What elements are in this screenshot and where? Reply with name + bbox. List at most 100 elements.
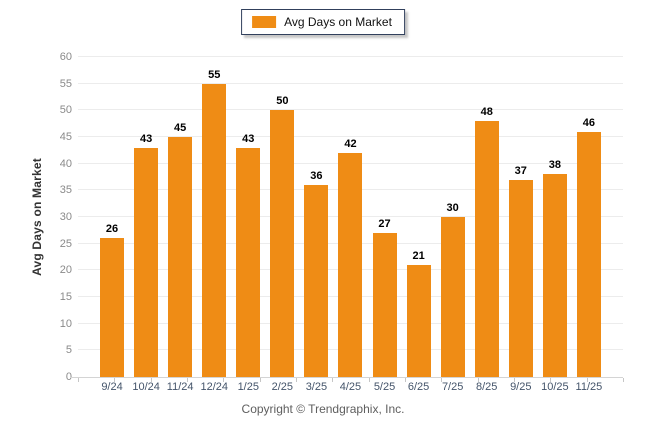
bar-cell: 45 — [163, 57, 197, 377]
x-tick-label: 4/25 — [339, 381, 362, 393]
bar-cell: 50 — [265, 57, 299, 377]
y-tick-label: 10 — [59, 317, 72, 330]
x-axis-tick — [259, 378, 261, 382]
x-tick-label: 1/25 — [237, 381, 259, 393]
bar-value-label: 30 — [446, 202, 459, 214]
y-tick-label: 20 — [59, 264, 72, 277]
bar-value-label: 46 — [582, 116, 596, 129]
y-tick-label: 60 — [59, 51, 72, 63]
bar — [134, 147, 159, 377]
gridline — [78, 136, 623, 137]
bar-value-label: 36 — [310, 170, 323, 182]
plot-area: 26 43 45 55 43 50 36 42 27 21 30 48 37 38 46 — [70, 56, 624, 382]
bar-value-label: 48 — [480, 106, 493, 118]
x-tick-label: 8/25 — [476, 381, 498, 393]
bar-cell: 55 — [197, 57, 231, 377]
x-tick-label: 10/24 — [132, 381, 160, 393]
x-axis-tick — [586, 378, 588, 382]
bar — [372, 233, 397, 377]
bar-cell: 43 — [231, 57, 265, 377]
bars-row: 26 43 45 55 43 50 36 42 27 21 30 48 37 38 46 — [78, 57, 623, 377]
bar — [406, 265, 431, 377]
y-tick-label: 40 — [59, 157, 72, 170]
bar-value-label: 37 — [514, 164, 527, 177]
bar-value-label: 45 — [174, 122, 187, 134]
gridline — [78, 82, 623, 84]
bar-cell: 42 — [333, 57, 367, 377]
y-tick-label: 0 — [65, 371, 72, 383]
bar — [270, 110, 295, 377]
y-tick-label: 5 — [65, 344, 72, 357]
x-axis-tick — [405, 378, 406, 382]
bar-cell: 26 — [95, 57, 129, 377]
x-axis-tick — [514, 378, 515, 382]
x-axis-tick — [477, 378, 479, 382]
y-tick-label: 35 — [59, 184, 72, 197]
bar — [304, 185, 329, 377]
legend-label: Avg Days on Market — [284, 15, 392, 29]
x-axis-tick — [441, 378, 443, 382]
bar — [168, 137, 193, 377]
legend: Avg Days on Market — [241, 9, 405, 35]
x-axis-tick — [78, 378, 79, 382]
bar-value-label: 43 — [242, 132, 255, 145]
y-tick-label: 45 — [59, 131, 72, 143]
bar-value-label: 43 — [139, 132, 153, 145]
x-tick-label: 7/25 — [441, 381, 464, 393]
gridline — [78, 56, 623, 57]
x-axis-tick — [368, 378, 370, 382]
bar-cell: 30 — [436, 57, 470, 377]
x-tick-label: 9/25 — [510, 381, 532, 393]
bar-value-label: 55 — [208, 68, 221, 81]
y-tick-label: 15 — [59, 291, 72, 303]
bar — [202, 83, 227, 377]
bar-cell: 27 — [368, 57, 402, 377]
x-tick-label: 12/24 — [200, 381, 228, 393]
bar-value-label: 26 — [105, 223, 119, 236]
x-tick-label: 6/25 — [407, 381, 430, 393]
bar-value-label: 21 — [412, 250, 425, 262]
bar — [474, 121, 499, 377]
bar — [440, 217, 465, 377]
gridline — [78, 109, 623, 111]
x-tick-label: 11/24 — [166, 381, 194, 393]
bar-cell: 38 — [538, 57, 572, 377]
x-axis-tick — [623, 378, 624, 382]
bar — [576, 131, 601, 377]
x-tick-label: 11/25 — [575, 381, 603, 393]
x-tick-label: 3/25 — [305, 381, 328, 393]
x-axis-tick — [296, 378, 297, 382]
legend-swatch — [252, 16, 277, 28]
bar — [236, 147, 261, 377]
x-tick-label: 2/25 — [271, 381, 294, 393]
bar — [338, 153, 363, 377]
x-axis-tick — [223, 378, 225, 382]
x-axis-tick — [187, 378, 188, 382]
x-tick-label: 9/24 — [101, 381, 123, 393]
y-tick-label: 25 — [59, 237, 72, 250]
x-axis-tick — [550, 378, 552, 382]
bar-value-label: 38 — [548, 159, 561, 172]
bar-cell: 43 — [129, 57, 163, 377]
bar-cell: 46 — [572, 57, 606, 377]
bar-value-label: 50 — [276, 95, 289, 108]
x-tick-label: 5/25 — [373, 381, 396, 393]
y-tick-label: 30 — [59, 211, 72, 223]
bar-value-label: 27 — [378, 218, 391, 230]
x-axis-labels: 9/24 10/24 11/24 12/24 1/25 2/25 3/25 4/25 5/25 6… — [78, 381, 623, 394]
bar — [100, 238, 125, 377]
bar — [542, 174, 567, 377]
x-axis-tick — [114, 378, 116, 382]
bar-cell: 36 — [299, 57, 333, 377]
y-tick-label: 50 — [59, 104, 72, 117]
x-tick-label: 10/25 — [541, 381, 569, 393]
bar-cell: 37 — [504, 57, 538, 377]
bar-cell: 48 — [470, 57, 504, 377]
y-tick-label: 55 — [59, 77, 72, 90]
bar — [508, 179, 533, 377]
x-axis-line — [70, 377, 623, 378]
copyright-text: Copyright © Trendgraphix, Inc. — [241, 402, 405, 416]
bar-cell: 21 — [402, 57, 436, 377]
bar-value-label: 42 — [344, 138, 357, 150]
